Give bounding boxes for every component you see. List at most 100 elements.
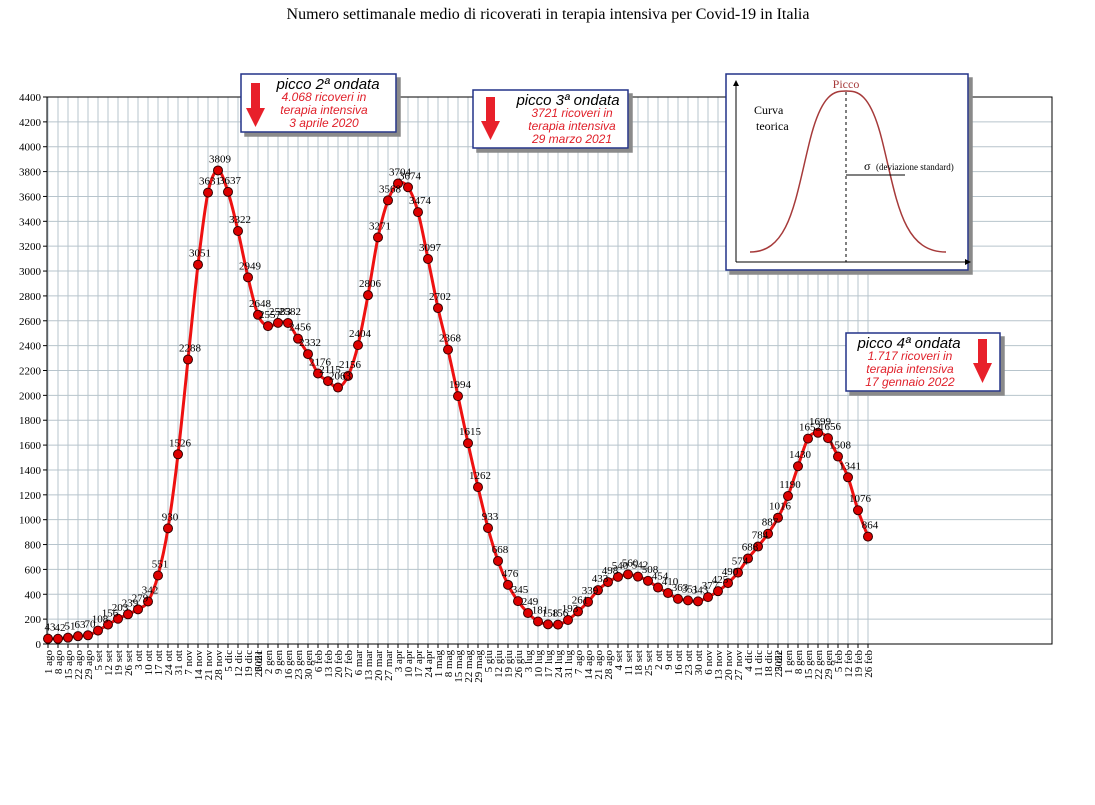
data-point [793, 461, 803, 472]
x-tick-label: 4 dic [743, 650, 755, 672]
x-tick-label: 27 nov [733, 650, 745, 681]
data-label: 2063 [329, 371, 352, 383]
data-point [273, 317, 283, 328]
data-point [673, 593, 683, 604]
data-point [863, 531, 873, 542]
x-tick-label: 2 ott [653, 650, 665, 670]
inset-bell-curve [749, 90, 947, 253]
data-point [583, 596, 593, 607]
data-label: 351 [682, 583, 699, 595]
inset-box [725, 73, 969, 271]
down-arrow-icon [973, 339, 992, 383]
data-label: 551 [152, 559, 169, 571]
x-tick-label: 6 mar [353, 650, 365, 676]
x-tick-label: 11 set [623, 650, 635, 676]
data-labels: 43 42 51 63 70108156203239279342551930152622… [45, 153, 879, 633]
x-tick-label: 1 mag [433, 650, 445, 678]
x-tick-label: 22 mag [463, 650, 475, 683]
x-tick-label: 6 feb [313, 650, 325, 673]
data-label: 156 [552, 608, 569, 620]
inset-curve-label: Curva [754, 103, 784, 117]
data-point [773, 512, 783, 523]
data-point [733, 567, 743, 578]
x-tick-label: 16 gen [283, 650, 295, 680]
data-label: 2176 [309, 356, 332, 368]
annotation-line: 1.717 ricoveri in [868, 349, 953, 363]
x-tick-label: 16 ott [673, 650, 685, 675]
data-point [183, 354, 193, 365]
x-tick-label: 19 dic [243, 650, 255, 677]
data-point [643, 575, 653, 586]
inset-sigma-symbol: σ [864, 159, 871, 173]
x-tick-label: 4 set [613, 650, 625, 670]
data-point [703, 592, 713, 603]
data-point [563, 615, 573, 626]
data-label: 343 [692, 584, 709, 596]
data-label: 3097 [419, 242, 442, 254]
y-tick-label: 800 [25, 540, 42, 552]
x-tick-label: 2 gen [263, 650, 275, 675]
annotation-peak-2: picco 2ª ondata 4.068 ricoveri in terapi… [240, 73, 397, 133]
data-point [813, 427, 823, 438]
data-label: 261 [572, 595, 589, 607]
data-label: 498 [602, 565, 619, 577]
y-tick-label: 3000 [19, 266, 42, 278]
data-point [223, 186, 233, 197]
inset-curve-label: teorica [756, 119, 789, 133]
data-label: 2115 [319, 364, 341, 376]
y-tick-label: 1600 [19, 440, 42, 452]
x-tick-label: 18 dic [763, 650, 775, 677]
x-tick-label: 5 giu [483, 650, 495, 673]
x-year-label: 2021 [253, 650, 265, 672]
data-point [463, 438, 473, 449]
data-label: 2702 [429, 291, 451, 303]
y-tick-label: 1800 [19, 415, 42, 427]
data-label: 540 [612, 560, 629, 572]
data-label: 1430 [789, 449, 812, 461]
data-point [413, 207, 423, 218]
data-label: 249 [522, 596, 539, 608]
data-label: 560 [622, 557, 639, 569]
x-tick-label: 31 lug [563, 650, 575, 678]
y-tick-label: 1200 [19, 490, 42, 502]
x-tick-label: 26 dic [253, 650, 265, 677]
x-tick-label: 28 nov [213, 650, 225, 681]
y-tick-label: 3400 [19, 216, 42, 228]
data-point [473, 482, 483, 493]
data-label: 3637 [219, 175, 242, 187]
data-point [853, 505, 863, 516]
data-point [653, 582, 663, 593]
data-point [553, 619, 563, 630]
data-point [523, 608, 533, 619]
data-label: 239 [122, 597, 139, 609]
data-label: 930 [162, 511, 179, 523]
data-point [73, 631, 83, 642]
x-tick-label: 5 dic [223, 650, 235, 672]
x-tick-label: 19 feb [853, 650, 865, 678]
x-year-label: 2022 [773, 650, 785, 672]
data-label: 2156 [339, 359, 362, 371]
data-point [43, 633, 53, 644]
data-label: 51 [65, 621, 76, 633]
data-point [133, 604, 143, 615]
data-point [803, 433, 813, 444]
annotation-line: 4.068 ricoveri in [282, 90, 367, 104]
data-point [233, 226, 243, 237]
x-tick-label: 12 giu [493, 650, 505, 678]
data-label: 1016 [769, 501, 792, 513]
data-label: 864 [862, 520, 879, 532]
data-label: 425 [712, 574, 729, 586]
data-point [193, 259, 203, 270]
data-point [343, 370, 353, 381]
y-tick-label: 0 [36, 639, 42, 651]
data-point [103, 619, 113, 630]
data-label: 1076 [849, 493, 872, 505]
data-point [293, 333, 303, 344]
x-tick-label: 29 mag [473, 650, 485, 683]
data-label: 43 [45, 622, 57, 634]
data-label: 3631 [199, 176, 221, 188]
data-label: 363 [672, 582, 689, 594]
data-point [243, 272, 253, 283]
